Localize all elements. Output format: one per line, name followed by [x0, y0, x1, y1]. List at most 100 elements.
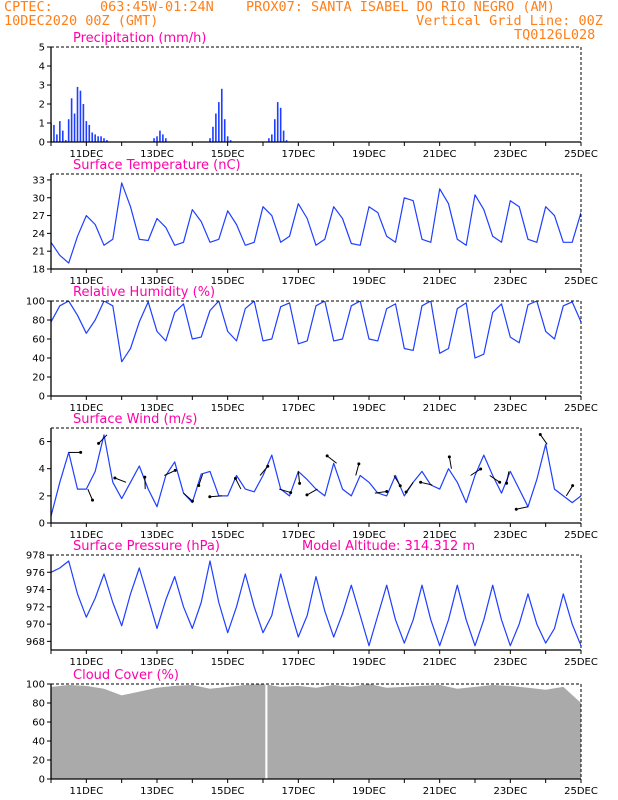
- y-tick-label: 30: [32, 193, 45, 204]
- y-tick-label: 33: [32, 175, 45, 186]
- x-tick-label: 13DEC: [140, 403, 174, 414]
- x-tick-label: 21DEC: [423, 403, 457, 414]
- panel-3: 0 2 4 6 11DEC 13DEC 15DEC 17DEC 19DEC 21DEC 23DEC 2…: [39, 412, 598, 541]
- panel-0: 0 1 2 3 4 5 11DEC 13DEC 15DEC 17DEC 19DEC 21DEC 23DE…: [39, 31, 598, 160]
- wind-arrow: [114, 477, 127, 483]
- x-tick-label: 15DEC: [211, 149, 245, 160]
- y-tick-label: 970: [26, 620, 45, 631]
- wind-arrow-head: [419, 480, 423, 484]
- wind-arrow-head: [479, 467, 483, 471]
- precip-bar: [61, 130, 64, 142]
- y-tick-label: 21: [32, 247, 45, 258]
- precip-bar: [53, 124, 55, 142]
- wind-arrow-head: [305, 493, 309, 497]
- panel-1: 18 21 24 27 30 33 11DEC 13DEC 15DEC 17DEC 19DEC 21D…: [32, 158, 598, 287]
- wind-arrow: [235, 478, 242, 490]
- x-tick-label: 19DEC: [352, 657, 386, 668]
- precip-bar: [70, 98, 73, 142]
- precip-bar: [276, 102, 279, 142]
- y-tick-label: 0: [39, 519, 45, 530]
- x-tick-label: 23DEC: [493, 149, 527, 160]
- precip-bar: [209, 138, 211, 142]
- wind-arrow: [470, 468, 481, 476]
- precip-bar: [103, 138, 105, 142]
- wind-arrow-head: [404, 490, 408, 494]
- y-tick-label: 974: [26, 585, 45, 596]
- x-tick-label: 17DEC: [281, 149, 315, 160]
- x-tick-label: 11DEC: [69, 657, 103, 668]
- x-tick-label: 23DEC: [493, 657, 527, 668]
- series-line: [51, 301, 581, 363]
- wind-arrow: [279, 488, 291, 494]
- precip-bar: [285, 140, 288, 142]
- wind-arrow-head: [197, 483, 201, 487]
- x-tick-label: 25DEC: [564, 530, 598, 541]
- wind-arrow-head: [447, 455, 451, 459]
- x-tick-label: 25DEC: [564, 149, 598, 160]
- x-tick-label: 13DEC: [140, 786, 174, 797]
- y-tick-label: 2: [39, 491, 45, 502]
- wind-arrow: [87, 488, 93, 501]
- precip-bar: [220, 88, 223, 142]
- y-tick-label: 27: [32, 211, 45, 222]
- y-tick-label: 18: [32, 265, 45, 276]
- series-line: [51, 182, 581, 264]
- y-tick-label: 40: [32, 737, 45, 748]
- precip-bar: [91, 132, 94, 142]
- x-tick-label: 21DEC: [423, 786, 457, 797]
- x-tick-label: 19DEC: [352, 786, 386, 797]
- x-tick-label: 15DEC: [211, 786, 245, 797]
- header-date: 10DEC2020 00Z (GMT): [4, 13, 159, 29]
- precip-bar: [59, 121, 61, 142]
- x-tick-label: 13DEC: [140, 149, 174, 160]
- y-tick-label: 4: [39, 62, 45, 73]
- x-tick-label: 17DEC: [281, 530, 315, 541]
- cloud-cover-area: [51, 684, 581, 779]
- x-tick-label: 17DEC: [281, 276, 315, 287]
- wind-arrow: [405, 481, 414, 493]
- precip-bar: [165, 138, 167, 142]
- y-tick-label: 100: [26, 680, 45, 691]
- y-tick-label: 1: [39, 119, 45, 130]
- precip-bar: [67, 119, 70, 142]
- wind-arrow-head: [190, 499, 194, 503]
- y-tick-label: 0: [39, 775, 45, 786]
- y-tick-label: 0: [39, 392, 45, 403]
- x-tick-label: 11DEC: [69, 403, 103, 414]
- x-tick-label: 21DEC: [423, 657, 457, 668]
- x-tick-label: 19DEC: [352, 149, 386, 160]
- x-tick-label: 17DEC: [281, 657, 315, 668]
- precip-bar: [97, 136, 99, 142]
- series-line: [51, 560, 581, 647]
- y-tick-label: 976: [26, 568, 45, 579]
- precip-bar: [82, 104, 85, 142]
- precip-bar: [153, 138, 155, 142]
- x-tick-label: 13DEC: [140, 657, 174, 668]
- wind-arrow-head: [325, 454, 329, 458]
- x-tick-label: 21DEC: [423, 276, 457, 287]
- panel-title: Precipitation (mm/h): [73, 31, 206, 46]
- x-tick-label: 15DEC: [211, 276, 245, 287]
- precip-bar: [106, 140, 108, 142]
- panel-2: 0 20 40 60 80 100 11DEC 13DEC 15DEC 17DEC 19DEC 21D…: [26, 285, 598, 414]
- wind-arrow-head: [289, 491, 293, 495]
- header-grid-note: Vertical Grid Line: 00Z: [416, 13, 603, 29]
- x-tick-label: 17DEC: [281, 786, 315, 797]
- precip-bar: [279, 107, 282, 142]
- precip-bar: [268, 138, 270, 142]
- x-tick-label: 19DEC: [352, 530, 386, 541]
- wind-arrow-head: [233, 476, 237, 480]
- x-tick-label: 25DEC: [564, 657, 598, 668]
- y-tick-label: 5: [39, 43, 45, 54]
- x-tick-label: 15DEC: [211, 657, 245, 668]
- x-tick-label: 25DEC: [564, 786, 598, 797]
- x-tick-label: 25DEC: [564, 403, 598, 414]
- wind-arrow-head: [357, 462, 361, 466]
- y-tick-label: 80: [32, 316, 45, 327]
- precip-bar: [64, 140, 67, 142]
- wind-arrow-head: [398, 484, 402, 488]
- precip-bar: [273, 119, 276, 142]
- wind-arrow-head: [505, 481, 509, 485]
- x-tick-label: 19DEC: [352, 403, 386, 414]
- header-station: PROX07: SANTA ISABEL DO RIO NEGRO (AM): [246, 0, 555, 15]
